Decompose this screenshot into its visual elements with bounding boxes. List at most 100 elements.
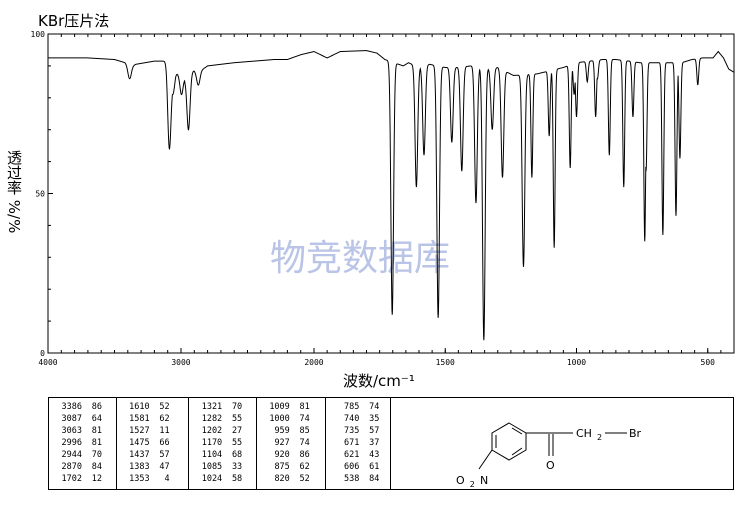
- peak-wavenumber: 3386: [61, 402, 82, 412]
- peak-wavenumber: 1610: [129, 402, 150, 412]
- peak-transmittance: 66: [159, 438, 170, 448]
- peak-transmittance: 55: [231, 438, 243, 448]
- peak-table-row: 1437 57: [117, 449, 189, 461]
- x-tick-label: 2000: [304, 358, 323, 367]
- peak-table-row: 1170 55: [189, 437, 256, 449]
- peak-wavenumber: 1353: [129, 474, 150, 484]
- spectrum-line: [48, 50, 735, 341]
- peak-table-row: 3087 64: [49, 413, 116, 425]
- ring-double-bond-1: [511, 427, 523, 435]
- peak-table-row: 740 35: [326, 413, 390, 425]
- ring-double-bond-2: [511, 447, 523, 456]
- peak-table-row: 538 84: [326, 473, 390, 485]
- peak-wavenumber: 959: [274, 426, 290, 436]
- peak-transmittance: 86: [299, 450, 310, 460]
- peak-table-row: 1610 52: [117, 401, 189, 413]
- peak-transmittance: 81: [91, 438, 102, 448]
- peak-table-row: 1202 27: [189, 425, 256, 437]
- peak-transmittance: 81: [91, 426, 102, 436]
- peak-transmittance: 81: [299, 402, 310, 412]
- y-axis-title: 透过率 %/%: [5, 150, 23, 233]
- x-tick-label: 1500: [436, 358, 455, 367]
- peak-table-column: 1009 81 1000 74 959 85 927 74 920 86 875 62 820 52: [257, 398, 327, 489]
- carbonyl-oxygen: O: [546, 459, 555, 472]
- peak-wavenumber: 927: [274, 438, 290, 448]
- peak-transmittance: 11: [159, 426, 170, 436]
- peak-transmittance: 47: [159, 462, 170, 472]
- peak-table-row: 671 37: [326, 437, 390, 449]
- peak-wavenumber: 1581: [129, 414, 150, 424]
- peak-table-row: 959 85: [257, 425, 326, 437]
- peak-transmittance: 4: [164, 474, 170, 484]
- peak-wavenumber: 1321: [201, 402, 223, 412]
- y-tick-label: 50: [35, 190, 45, 199]
- peak-table-row: 1009 81: [257, 401, 326, 413]
- nitro-nitrogen: N: [480, 474, 488, 487]
- ch2-subscript: 2: [597, 433, 602, 442]
- peak-wavenumber: 1282: [201, 414, 223, 424]
- y-axis-title-text: 透过率 %/%: [5, 150, 23, 233]
- peak-transmittance: 57: [369, 426, 380, 436]
- peak-table-row: 1527 11: [117, 425, 189, 437]
- ir-spectrum-chart: 物竞数据库 4000 3000 2000 1500 1000 500 0 50 100 透过率 …: [5, 30, 735, 390]
- peak-wavenumber: 621: [344, 450, 360, 460]
- peak-transmittance: 70: [91, 450, 102, 460]
- peak-transmittance: 64: [91, 414, 102, 424]
- peak-table-row: 2944 70: [49, 449, 116, 461]
- axis-ticks: 4000 3000 2000 1500 1000 500 0 50 100: [31, 30, 722, 367]
- peak-wavenumber: 2870: [61, 462, 82, 472]
- peak-wavenumber: 606: [344, 462, 360, 472]
- peak-table-row: 2870 84: [49, 461, 116, 473]
- peak-wavenumber: 1104: [201, 450, 223, 460]
- ch2-label: CH: [576, 427, 592, 440]
- x-tick-label: 1000: [567, 358, 586, 367]
- x-tick-label: 3000: [171, 358, 190, 367]
- peak-transmittance: 74: [369, 402, 380, 412]
- peak-wavenumber: 1009: [269, 402, 290, 412]
- peak-table-row: 735 57: [326, 425, 390, 437]
- peak-table-row: 3386 86: [49, 401, 116, 413]
- peak-table-row: 606 61: [326, 461, 390, 473]
- peak-transmittance: 74: [299, 438, 310, 448]
- peak-wavenumber: 2996: [61, 438, 82, 448]
- peak-table-row: 1085 33: [189, 461, 256, 473]
- peak-transmittance: 84: [369, 474, 380, 484]
- peak-table-row: 1581 62: [117, 413, 189, 425]
- peak-table-row: 875 62: [257, 461, 326, 473]
- peak-wavenumber: 538: [344, 474, 360, 484]
- peak-wavenumber: 920: [274, 450, 290, 460]
- peak-wavenumber: 3063: [61, 426, 82, 436]
- peak-wavenumber: 1475: [129, 438, 150, 448]
- peak-transmittance: 58: [231, 474, 243, 484]
- y-tick-label: 100: [31, 30, 46, 39]
- peak-table-column: 1610 52 1581 62 1527 11 1475 66 1437 57 1383 47 1353…: [117, 398, 190, 489]
- peak-transmittance: 86: [91, 402, 102, 412]
- peak-wavenumber: 1437: [129, 450, 150, 460]
- peak-wavenumber: 1702: [61, 474, 82, 484]
- peak-transmittance: 74: [299, 414, 310, 424]
- ch2-group: CH 2: [576, 422, 602, 442]
- peak-table-row: 1282 55: [189, 413, 256, 425]
- chart-title: KBr压片法: [38, 12, 110, 30]
- ring-to-nitro-bond: [478, 449, 493, 470]
- peak-table-row: 927 74: [257, 437, 326, 449]
- watermark: 物竞数据库: [270, 238, 450, 279]
- peak-wavenumber: 1202: [201, 426, 223, 436]
- peak-wavenumber: 875: [274, 462, 290, 472]
- peak-transmittance: 85: [299, 426, 310, 436]
- peak-transmittance: 62: [299, 462, 310, 472]
- peak-transmittance: 62: [159, 414, 170, 424]
- peak-wavenumber: 1170: [201, 438, 223, 448]
- peak-table-row: 820 52: [257, 473, 326, 485]
- peak-wavenumber: 1527: [129, 426, 150, 436]
- peak-transmittance: 61: [369, 462, 380, 472]
- peak-wavenumber: 785: [344, 402, 360, 412]
- peak-transmittance: 57: [159, 450, 170, 460]
- nitro-subscript: 2: [470, 480, 475, 489]
- bromine-atom: Br: [629, 427, 642, 440]
- peak-wavenumber: 1383: [129, 462, 150, 472]
- peak-transmittance: 33: [231, 462, 243, 472]
- peak-wavenumber: 740: [344, 414, 360, 424]
- peak-transmittance: 52: [299, 474, 310, 484]
- peak-table-row: 1353 4: [117, 473, 189, 485]
